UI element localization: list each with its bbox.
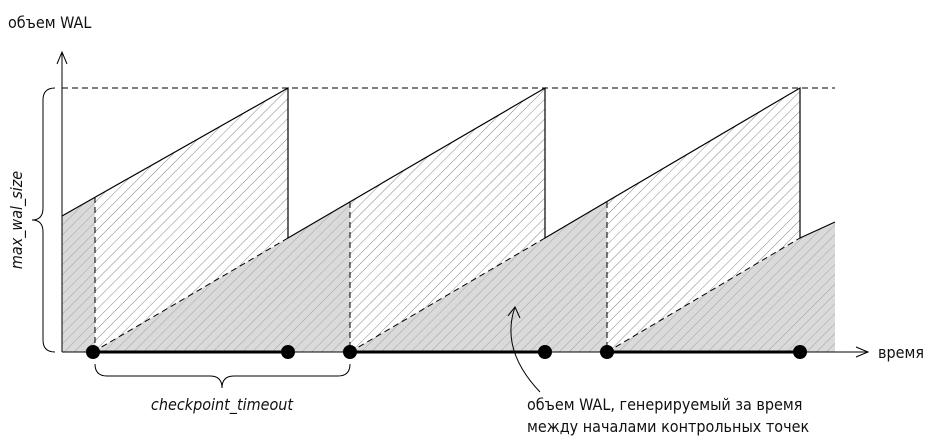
note-line: между началами контрольных точек: [527, 417, 809, 436]
checkpoint-timeout-label: checkpoint_timeout: [151, 395, 295, 415]
x-axis-label: время: [878, 343, 924, 362]
dashed-lines: [92, 197, 801, 353]
max-wal-size-label: max_wal_size: [7, 171, 27, 269]
note-line: объем WAL, генерируемый за время: [527, 395, 802, 414]
note-arrowhead: [507, 306, 521, 319]
brace-horizontal: [94, 363, 351, 389]
brace-vertical: [31, 87, 56, 353]
note-arrow: [510, 306, 541, 393]
sawtooth: [61, 86, 836, 240]
y-axis-label: объем WAL: [8, 13, 91, 32]
checkpoint-dots: [86, 345, 807, 359]
